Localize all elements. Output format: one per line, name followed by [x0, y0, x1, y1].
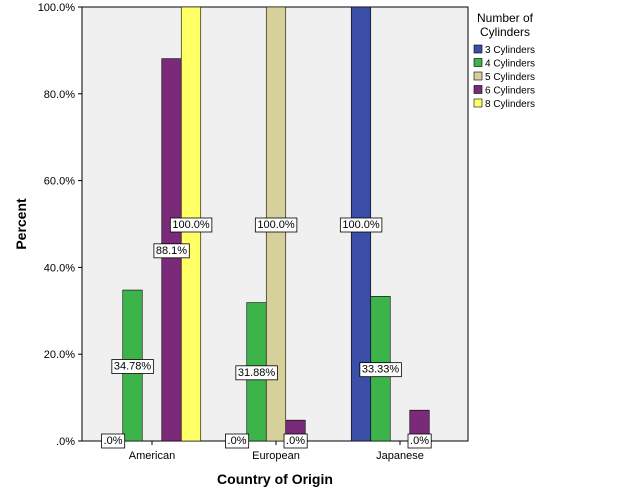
- data-label: 31.88%: [235, 365, 278, 381]
- y-tick-label: .0%: [56, 436, 75, 448]
- legend-swatch: [473, 44, 483, 54]
- data-label-text: .0%: [410, 435, 429, 447]
- data-label: 100.0%: [169, 217, 213, 233]
- legend-label: 4 Cylinders: [485, 59, 535, 70]
- legend-swatch: [473, 71, 483, 81]
- legend-title: Cylinders: [480, 25, 530, 39]
- legend-label: 5 Cylinders: [485, 72, 535, 83]
- data-label-text: 100.0%: [257, 219, 295, 231]
- y-tick-label: 100.0%: [38, 2, 76, 14]
- x-tick-label: Japanese: [376, 450, 424, 462]
- data-label-text: 34.78%: [114, 361, 152, 373]
- x-axis: American European Japanese: [129, 441, 424, 462]
- data-label-text: 88.1%: [156, 245, 187, 257]
- x-tick-label: American: [129, 450, 175, 462]
- data-label-text: 100.0%: [342, 219, 380, 231]
- data-label-box: [283, 433, 308, 449]
- legend-item: 3 Cylinders: [473, 44, 535, 56]
- data-label-box: [101, 433, 126, 449]
- data-label: 34.78%: [111, 359, 154, 374]
- data-label: .0%: [101, 433, 126, 449]
- data-label: 33.33%: [359, 362, 402, 378]
- data-label-box: [111, 359, 154, 374]
- legend-swatch: [473, 85, 483, 94]
- y-tick-label: 40.0%: [44, 262, 75, 274]
- legend-label: 6 Cylinders: [485, 86, 535, 97]
- data-label-text: .0%: [104, 435, 123, 447]
- data-label-box: [407, 433, 432, 449]
- y-axis-title: Percent: [13, 198, 29, 250]
- data-labels-layer: .0% 34.78% 88.1% 100.0% .0% 31.88% 100.0% .0% 10…: [101, 217, 432, 449]
- data-label-text: 31.88%: [238, 367, 276, 379]
- x-axis-title: Country of Origin: [217, 471, 333, 487]
- data-label-text: 33.33%: [362, 364, 400, 376]
- x-tick-label: European: [252, 450, 300, 462]
- data-label: .0%: [225, 433, 250, 449]
- legend-item: 6 Cylinders: [473, 85, 535, 97]
- legend-item: 8 Cylinders: [473, 98, 535, 110]
- data-label: 100.0%: [339, 217, 383, 233]
- data-label: 100.0%: [254, 217, 298, 233]
- data-label: .0%: [407, 433, 432, 449]
- data-label-text: 100.0%: [172, 219, 210, 231]
- data-label-text: .0%: [228, 435, 247, 447]
- data-label-box: [359, 362, 402, 378]
- y-tick-label: 80.0%: [44, 89, 75, 101]
- data-label-box: [235, 365, 278, 381]
- data-label-box: [254, 217, 298, 233]
- data-label-box: [339, 217, 383, 233]
- data-label-box: [169, 217, 213, 233]
- y-tick-label: 20.0%: [44, 349, 75, 361]
- legend-swatch: [473, 58, 483, 67]
- legend-item: 5 Cylinders: [473, 71, 535, 83]
- legend-label: 3 Cylinders: [485, 45, 535, 56]
- y-tick-label: 60.0%: [44, 176, 75, 188]
- legend-swatch: [473, 98, 483, 108]
- data-label: .0%: [283, 433, 308, 449]
- data-label-box: [225, 433, 250, 449]
- legend-label: 8 Cylinders: [485, 99, 535, 110]
- y-axis: .0% 20.0% 40.0% 60.0% 80.0% 100.0%: [38, 2, 82, 448]
- data-label-box: [153, 243, 190, 259]
- legend-item: 4 Cylinders: [473, 58, 535, 70]
- legend-title: Number of: [477, 11, 534, 25]
- data-label: 88.1%: [153, 243, 190, 259]
- data-label-text: .0%: [286, 435, 305, 447]
